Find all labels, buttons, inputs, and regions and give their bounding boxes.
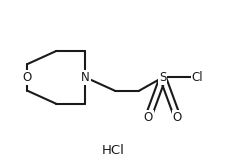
Text: O: O xyxy=(22,71,32,84)
Text: O: O xyxy=(173,111,182,123)
Text: HCl: HCl xyxy=(102,144,125,157)
Text: Cl: Cl xyxy=(192,71,203,84)
Text: N: N xyxy=(81,71,90,84)
Text: O: O xyxy=(144,111,153,123)
Text: S: S xyxy=(159,71,167,84)
